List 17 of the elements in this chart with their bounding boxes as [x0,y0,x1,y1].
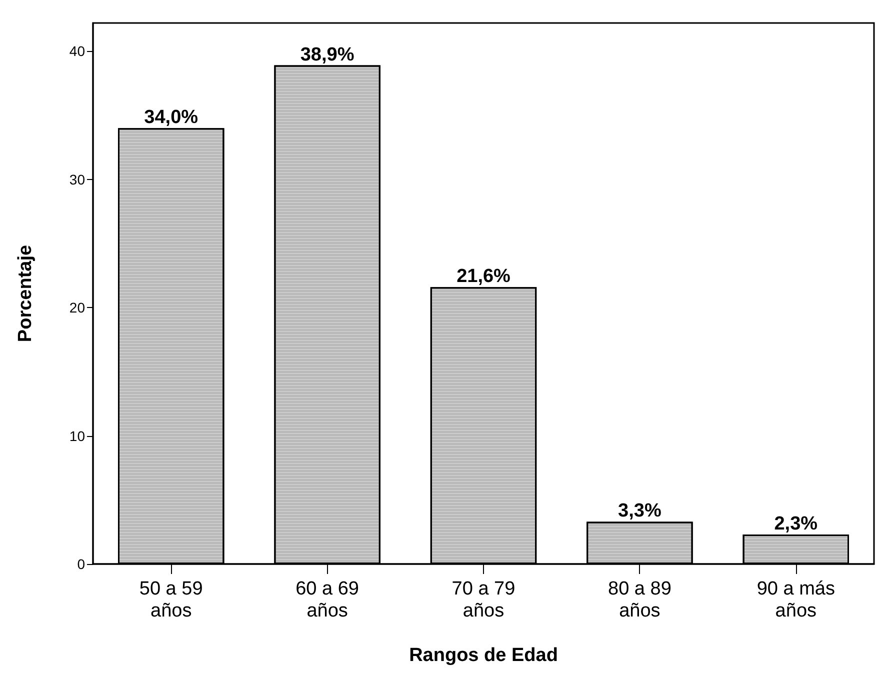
data-label: 21,6% [456,266,511,288]
x-tick-label: 90 a más años [756,578,835,622]
x-tick-label: 60 a 69 años [296,578,360,622]
y-tick-label: 0 [77,556,86,572]
data-label: 2,3% [774,514,818,535]
data-label: 3,3% [618,500,662,522]
y-tick-label: 10 [69,428,86,444]
x-axis-title: Rangos de Edad [409,645,558,666]
y-tick-label: 30 [69,171,86,188]
y-tick-label: 20 [69,300,86,316]
data-label: 34,0% [144,107,198,128]
x-tick-label: 50 a 59 años [139,578,203,622]
x-tick-label: 70 a 79 años [452,578,516,622]
y-axis-title: Porcentaje [15,244,36,342]
data-label: 38,9% [300,44,354,66]
y-tick-label: 40 [69,43,86,60]
x-tick-label: 80 a 89 años [608,578,672,622]
